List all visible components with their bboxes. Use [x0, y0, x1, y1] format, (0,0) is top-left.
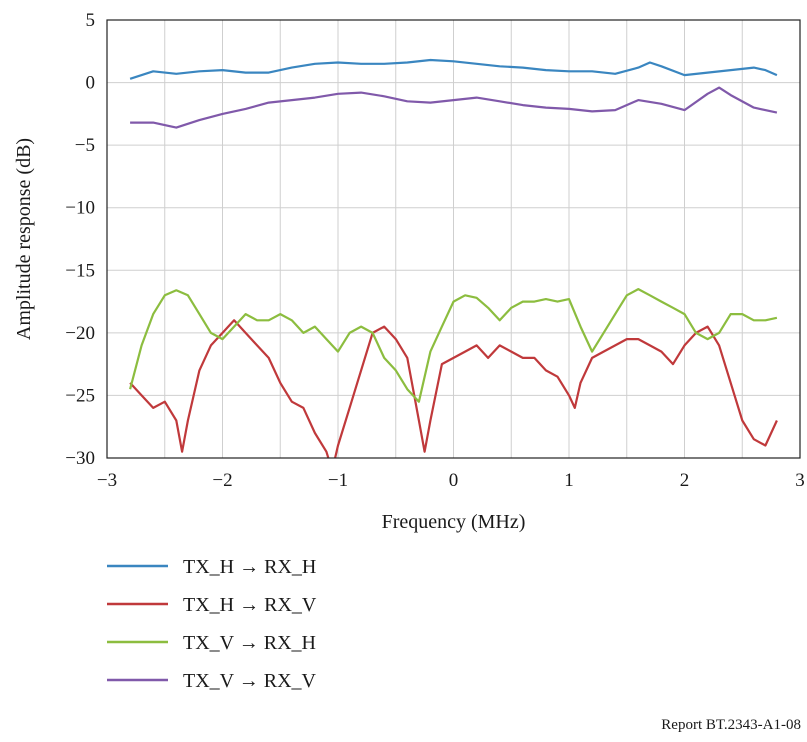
plot-frame [106, 19, 801, 459]
x-tick-label: 0 [449, 470, 459, 491]
series-line [129, 288, 778, 403]
series-line [129, 58, 778, 80]
report-reference: Report BT.2343-A1-08 [661, 717, 801, 733]
legend-label: TX_H → RX_V [183, 594, 317, 616]
x-tick-label: −1 [328, 470, 348, 491]
x-tick-label: 2 [680, 470, 690, 491]
x-tick-label: −2 [212, 470, 232, 491]
x-axis-title: Frequency (MHz) [382, 511, 526, 533]
legend-label: TX_V → RX_V [183, 670, 317, 692]
y-axis-title: Amplitude response (dB) [13, 138, 35, 340]
y-tick-label: −20 [65, 323, 95, 344]
y-tick-label: −5 [75, 135, 95, 156]
y-tick-label: 0 [86, 73, 96, 94]
y-tick-label: −15 [65, 260, 95, 281]
x-tick-label: −3 [97, 470, 117, 491]
series-lines [129, 58, 778, 458]
series-line [130, 86, 778, 129]
y-tick-label: 5 [86, 10, 96, 31]
series-line [129, 319, 778, 458]
legend: TX_H → RX_H TX_H → RX_V TX_V → RX_H TX_V → … [107, 556, 317, 692]
legend-label: TX_H → RX_H [183, 556, 316, 578]
grid [106, 19, 801, 459]
x-tick-label: 1 [564, 470, 574, 491]
y-tick-label: −25 [65, 385, 95, 406]
y-tick-label: −30 [65, 448, 95, 469]
y-tick-labels: 5 0 −5 −10 −15 −20 −25 −30 [65, 10, 95, 469]
y-tick-label: −10 [65, 198, 95, 219]
x-tick-labels: −3 −2 −1 0 1 2 3 [97, 470, 805, 491]
x-tick-label: 3 [795, 470, 805, 491]
legend-label: TX_V → RX_H [183, 632, 316, 654]
